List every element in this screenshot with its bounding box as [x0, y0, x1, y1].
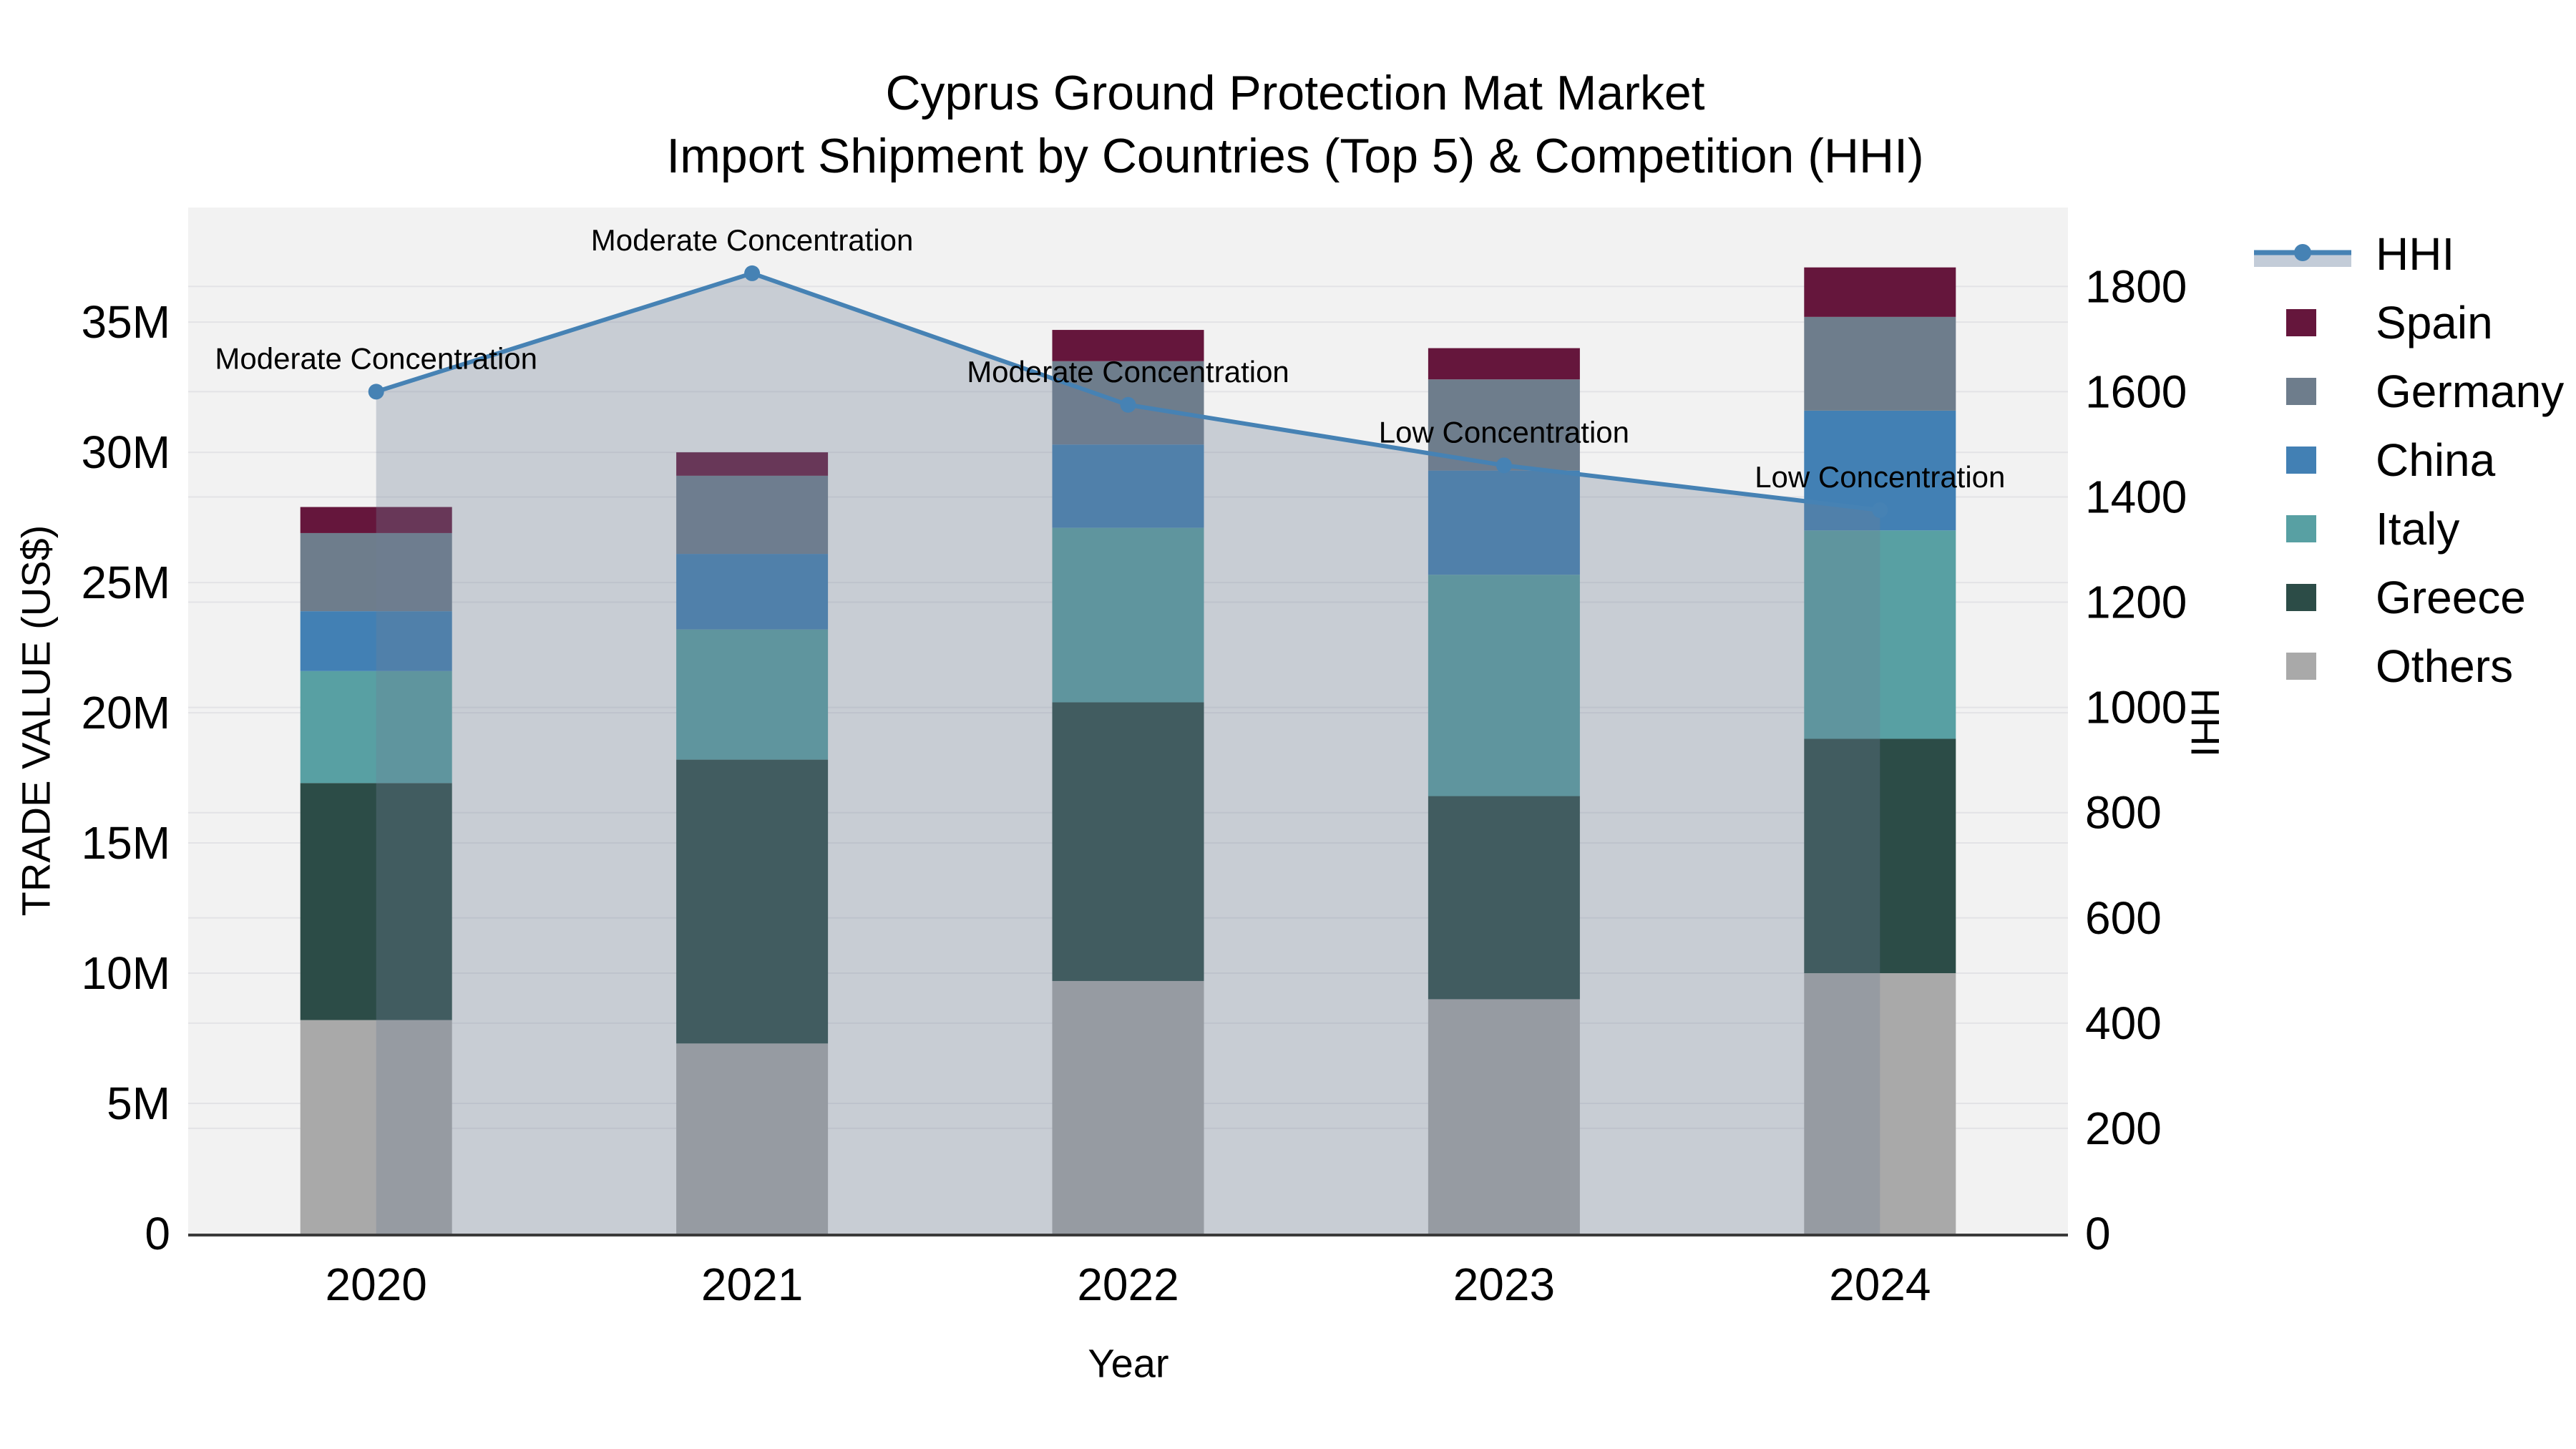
legend-item-spain[interactable]: Spain [2286, 297, 2493, 348]
bar-segment-germany-2021[interactable] [676, 475, 829, 555]
bar-segment-italy-2022[interactable] [1052, 527, 1204, 703]
x-axis-tick-label-2024: 2024 [1829, 1259, 1931, 1310]
annotation-label-2023: Low Concentration [1379, 415, 1629, 449]
right-axis-tick-label: 1200 [2085, 577, 2187, 628]
bar-segment-spain-2024[interactable] [1804, 267, 1956, 317]
legend-swatch-germany [2286, 378, 2316, 405]
axes-group: 0 5M 10M 15M 20M 25M 30M 35M 0 200 400 600 800 1000 12… [82, 260, 2187, 1310]
hhi-marker-2020[interactable] [368, 384, 384, 400]
chart-title: Cyprus Ground Protection Mat Market [885, 66, 1704, 120]
legend-item-italy[interactable]: Italy [2286, 503, 2459, 555]
legend-label-others: Others [2376, 640, 2513, 692]
legend-hhi-marker-icon [2294, 244, 2311, 261]
right-axis-tick-label: 600 [2085, 892, 2162, 944]
legend-label-spain: Spain [2376, 297, 2493, 348]
legend-item-china[interactable]: China [2286, 434, 2496, 486]
legend-item-greece[interactable]: Greece [2286, 572, 2526, 623]
hhi-marker-2024[interactable] [1872, 502, 1888, 518]
bar-segment-greece-2024[interactable] [1804, 738, 1956, 974]
left-axis-tick-label: 35M [82, 296, 171, 348]
annotation-label-2020: Moderate Concentration [215, 341, 537, 375]
bar-segment-china-2020[interactable] [300, 611, 452, 671]
annotation-label-2021: Moderate Concentration [591, 223, 914, 257]
legend-label-hhi: HHI [2376, 228, 2454, 280]
bar-segment-others-2023[interactable] [1428, 999, 1580, 1234]
hhi-area-fill [376, 273, 1880, 1234]
left-axis-tick-label: 25M [82, 557, 171, 608]
x-axis-tick-label-2021: 2021 [701, 1259, 803, 1310]
right-axis-tick-label: 200 [2085, 1103, 2162, 1154]
bar-segment-spain-2020[interactable] [300, 507, 452, 533]
legend-label-germany: Germany [2376, 366, 2564, 417]
legend-item-hhi[interactable]: HHI [2254, 228, 2454, 280]
right-axis-tick-label: 1000 [2085, 682, 2187, 733]
x-axis-tick-label-2022: 2022 [1077, 1259, 1179, 1310]
annotations-group: Moderate Concentration Moderate Concentra… [215, 223, 2005, 494]
left-axis-tick-label: 0 [145, 1208, 170, 1259]
bar-segment-italy-2021[interactable] [676, 629, 829, 760]
legend-swatch-spain [2286, 309, 2316, 336]
bar-segment-others-2021[interactable] [676, 1043, 829, 1234]
hhi-marker-2021[interactable] [744, 265, 761, 281]
legend-swatch-greece [2286, 584, 2316, 611]
right-axis-tick-label: 1400 [2085, 471, 2187, 522]
left-axis-tick-label: 20M [82, 687, 171, 738]
hhi-marker-2022[interactable] [1120, 396, 1136, 413]
bar-segment-italy-2020[interactable] [300, 670, 452, 784]
legend-label-china: China [2376, 434, 2496, 486]
left-axis-title: TRADE VALUE (US$) [14, 525, 59, 917]
legend-label-italy: Italy [2376, 503, 2459, 555]
right-axis-tick-label: 1800 [2085, 260, 2187, 312]
bar-segment-germany-2020[interactable] [300, 532, 452, 612]
hhi-area-group [376, 273, 1880, 1234]
bar-segment-china-2021[interactable] [676, 554, 829, 630]
bar-segment-china-2022[interactable] [1052, 444, 1204, 528]
legend-swatch-china [2286, 447, 2316, 474]
bar-segment-others-2022[interactable] [1052, 980, 1204, 1234]
bar-segment-greece-2020[interactable] [300, 783, 452, 1020]
chart-subtitle: Import Shipment by Countries (Top 5) & C… [666, 129, 1923, 183]
left-axis-tick-label: 30M [82, 426, 171, 478]
legend-swatch-italy [2286, 515, 2316, 542]
bar-segment-others-2024[interactable] [1804, 973, 1956, 1234]
right-axis-tick-label: 1600 [2085, 366, 2187, 417]
legend: HHI Spain Germany China Italy Greece Others [2254, 228, 2564, 692]
right-axis-tick-label: 400 [2085, 997, 2162, 1049]
annotation-label-2024: Low Concentration [1755, 460, 2005, 494]
x-axis-tick-label-2023: 2023 [1453, 1259, 1555, 1310]
bar-segment-greece-2022[interactable] [1052, 702, 1204, 981]
bar-segment-china-2023[interactable] [1428, 470, 1580, 575]
bar-segment-spain-2021[interactable] [676, 452, 829, 476]
x-axis-title: Year [1088, 1341, 1169, 1386]
bar-segment-italy-2024[interactable] [1804, 530, 1956, 739]
stacked-bars-group [300, 267, 1956, 1234]
hhi-marker-2023[interactable] [1496, 457, 1512, 474]
left-axis-tick-label: 5M [107, 1078, 170, 1129]
legend-label-greece: Greece [2376, 572, 2526, 623]
legend-swatch-others [2286, 653, 2316, 680]
x-axis-tick-label-2020: 2020 [326, 1259, 427, 1310]
bar-segment-spain-2022[interactable] [1052, 330, 1204, 361]
hhi-line-group [368, 265, 1888, 518]
bar-segment-greece-2021[interactable] [676, 759, 829, 1044]
bar-segment-spain-2023[interactable] [1428, 348, 1580, 380]
right-axis-tick-label: 800 [2085, 787, 2162, 839]
right-axis-tick-label: 0 [2085, 1208, 2111, 1259]
legend-item-germany[interactable]: Germany [2286, 366, 2564, 417]
bar-segment-germany-2024[interactable] [1804, 316, 1956, 411]
bar-segment-italy-2023[interactable] [1428, 575, 1580, 796]
left-axis-tick-label: 10M [82, 947, 171, 999]
legend-item-others[interactable]: Others [2286, 640, 2513, 692]
left-axis-tick-label: 15M [82, 817, 171, 869]
annotation-label-2022: Moderate Concentration [967, 355, 1289, 389]
bar-segment-greece-2023[interactable] [1428, 796, 1580, 1000]
right-axis-title: HHI [2183, 688, 2228, 757]
bar-segment-others-2020[interactable] [300, 1020, 452, 1234]
